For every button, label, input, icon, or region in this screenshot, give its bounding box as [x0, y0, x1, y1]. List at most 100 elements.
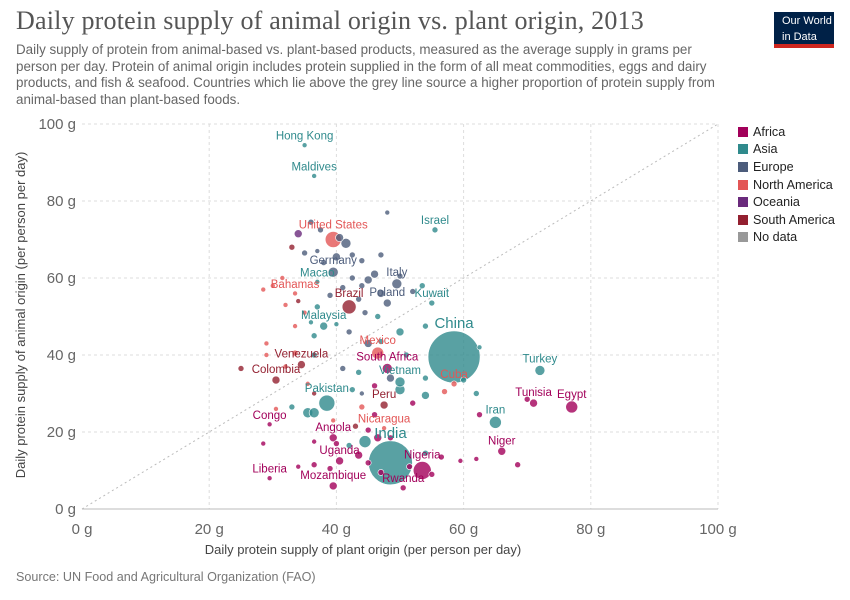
data-point[interactable] — [403, 351, 410, 359]
legend-item-north-america[interactable]: North America — [738, 176, 835, 194]
point-liberia[interactable] — [266, 475, 273, 482]
data-point[interactable] — [396, 272, 404, 280]
data-point[interactable] — [514, 461, 521, 469]
data-point[interactable] — [326, 292, 334, 299]
data-point[interactable] — [269, 282, 276, 289]
legend-item-africa[interactable]: Africa — [738, 123, 835, 141]
legend-item-south-america[interactable]: South America — [738, 211, 835, 229]
legend-item-europe[interactable]: Europe — [738, 158, 835, 176]
point-germany[interactable] — [327, 266, 339, 278]
data-point[interactable] — [358, 403, 366, 411]
data-point[interactable] — [333, 440, 340, 447]
point-mozambique[interactable] — [328, 481, 338, 491]
data-point[interactable] — [320, 259, 327, 266]
data-point[interactable] — [363, 275, 373, 285]
data-point[interactable] — [330, 417, 337, 424]
data-point[interactable] — [333, 321, 340, 328]
data-point[interactable] — [473, 390, 480, 397]
data-point[interactable] — [260, 286, 267, 293]
data-point[interactable] — [332, 252, 341, 262]
point-angola[interactable] — [328, 433, 338, 443]
data-point[interactable] — [288, 403, 296, 411]
point-peru[interactable] — [379, 400, 389, 410]
data-point[interactable] — [354, 450, 363, 460]
data-point[interactable] — [406, 463, 413, 470]
data-point[interactable] — [395, 327, 405, 337]
point-kuwait[interactable] — [428, 299, 436, 307]
data-point[interactable] — [345, 328, 353, 336]
data-point[interactable] — [387, 434, 394, 442]
data-point[interactable] — [314, 248, 321, 254]
data-point[interactable] — [339, 365, 347, 372]
point-macao[interactable] — [314, 279, 321, 285]
point-cuba[interactable] — [450, 380, 458, 388]
data-point[interactable] — [421, 391, 430, 400]
data-point[interactable] — [295, 298, 302, 304]
point-nigeria[interactable] — [412, 461, 432, 480]
point-israel[interactable] — [431, 226, 439, 234]
data-point[interactable] — [476, 411, 483, 418]
point-vietnam[interactable] — [394, 376, 406, 388]
point-hong-kong[interactable] — [301, 142, 308, 148]
data-point[interactable] — [311, 390, 317, 397]
data-point[interactable] — [292, 323, 298, 329]
point-colombia[interactable] — [271, 375, 281, 385]
data-point[interactable] — [418, 282, 426, 290]
data-point[interactable] — [307, 218, 315, 226]
data-point[interactable] — [358, 282, 366, 290]
data-point[interactable] — [310, 332, 318, 340]
data-point[interactable] — [358, 435, 372, 448]
data-point[interactable] — [361, 309, 369, 316]
data-point[interactable] — [384, 209, 391, 216]
data-point[interactable] — [295, 463, 302, 470]
data-point[interactable] — [438, 453, 445, 461]
data-point[interactable] — [263, 352, 270, 358]
data-point[interactable] — [291, 349, 299, 357]
data-point[interactable] — [335, 233, 344, 242]
data-point[interactable] — [273, 406, 279, 412]
point-uganda[interactable] — [335, 456, 344, 466]
data-point[interactable] — [301, 249, 308, 257]
data-point[interactable] — [282, 302, 289, 308]
data-point[interactable] — [363, 339, 373, 348]
data-point[interactable] — [358, 257, 366, 264]
data-point[interactable] — [523, 395, 531, 403]
data-point[interactable] — [348, 251, 356, 259]
data-point[interactable] — [311, 438, 317, 445]
data-point[interactable] — [355, 295, 362, 303]
point-italy[interactable] — [391, 278, 403, 290]
data-point[interactable] — [364, 426, 372, 434]
point-tunisia[interactable] — [529, 398, 538, 408]
data-point[interactable] — [314, 303, 321, 311]
data-point[interactable] — [308, 407, 320, 419]
data-point[interactable] — [409, 288, 417, 295]
data-point[interactable] — [422, 449, 429, 457]
point-congo[interactable] — [266, 421, 273, 428]
data-point[interactable] — [377, 338, 385, 345]
point-egypt[interactable] — [565, 400, 579, 414]
data-point[interactable] — [301, 309, 308, 316]
point-poland[interactable] — [382, 298, 392, 308]
data-point[interactable] — [293, 229, 303, 239]
data-point[interactable] — [364, 459, 372, 467]
data-point[interactable] — [304, 381, 311, 387]
point-maldives[interactable] — [311, 173, 317, 179]
data-point[interactable] — [317, 226, 324, 234]
legend-item-asia[interactable]: Asia — [738, 141, 835, 159]
data-point[interactable] — [282, 363, 289, 370]
point-bahamas[interactable] — [292, 290, 298, 297]
data-point[interactable] — [371, 411, 378, 418]
legend-item-no-data[interactable]: No data — [738, 229, 835, 247]
data-point[interactable] — [310, 461, 318, 469]
data-point[interactable] — [279, 275, 286, 281]
data-point[interactable] — [376, 289, 386, 298]
data-point[interactable] — [457, 458, 464, 464]
data-point[interactable] — [371, 382, 378, 390]
owid-logo[interactable]: Our World in Data — [774, 12, 834, 48]
data-point[interactable] — [288, 243, 296, 251]
point-malaysia[interactable] — [319, 321, 328, 331]
data-point[interactable] — [345, 442, 353, 449]
data-point[interactable] — [339, 284, 347, 291]
data-point[interactable] — [476, 344, 483, 351]
data-point[interactable] — [422, 322, 429, 330]
